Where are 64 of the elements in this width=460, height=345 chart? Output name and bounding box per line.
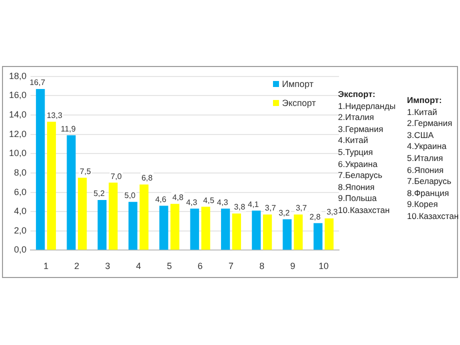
y-tick-label: 0,0 — [14, 244, 27, 255]
bar — [36, 88, 45, 250]
data-label: 13,3 — [46, 110, 63, 120]
x-tick-label: 3 — [105, 261, 110, 272]
y-tick-label: 16,0 — [8, 90, 27, 100]
bar — [159, 206, 168, 250]
data-label: 4,3 — [186, 198, 198, 207]
data-label: 2,8 — [309, 212, 322, 222]
y-tick-label: 4,0 — [14, 206, 27, 216]
bar — [128, 202, 138, 250]
data-label: 4,8 — [172, 193, 184, 202]
y-tick-label: 12,0 — [8, 128, 27, 139]
y-tick-label: 8,0 — [14, 167, 27, 178]
bar — [324, 218, 334, 250]
bar — [294, 214, 303, 250]
data-label: 11,9 — [60, 124, 76, 134]
data-label: 4,3 — [216, 198, 229, 207]
bar — [170, 204, 180, 250]
text: Экспорт: 1.Нидерланды 2.Италия 3.Германия 4.Китай 5.Турция 6.Украина 7.Беларусь 8.Япония 9.Польша 10.Казахстан — [338, 89, 396, 215]
bar — [47, 122, 56, 250]
y-tick-label: 2,0 — [14, 225, 27, 236]
bar — [98, 200, 107, 250]
x-tick-label: 6 — [198, 261, 203, 272]
x-tick-label: 2 — [74, 261, 80, 272]
x-tick-label: 1 — [43, 261, 48, 272]
x-tick-label: 5 — [166, 261, 172, 272]
y-tick-label: 14,0 — [8, 110, 27, 120]
data-label: 7,5 — [80, 166, 92, 176]
bar — [282, 219, 292, 250]
y-tick-label: 6,0 — [14, 186, 27, 197]
data-label: 4,5 — [203, 196, 215, 205]
data-label: 3,7 — [264, 204, 277, 213]
bar — [190, 208, 200, 250]
x-tick-label: 10 — [318, 261, 329, 272]
data-label: 3,8 — [234, 202, 246, 212]
bar — [108, 182, 118, 250]
bar — [201, 206, 210, 250]
data-label: 3,2 — [278, 208, 290, 218]
bar — [252, 210, 261, 250]
bar — [140, 184, 148, 250]
y-tick-label: 18,0 — [8, 70, 27, 81]
x-tick-label: 4 — [136, 261, 141, 272]
bar — [78, 178, 87, 250]
x-tick-label: 7 — [228, 261, 234, 272]
data-label: 3,3 — [326, 208, 338, 217]
data-label: 16,7 — [30, 78, 46, 88]
legend-label: Экспорт — [282, 98, 316, 108]
data-label: 7,0 — [110, 172, 122, 181]
legend-label: Импорт — [282, 79, 314, 89]
text: Импорт: 1.Китай 2.Германия 3.США 4.Украина 5.Италия 6.Япония 7.Беларусь 8.Франция 9.Корея 10.Казахстан — [407, 95, 459, 221]
bar — [221, 208, 230, 250]
data-label: 6,8 — [141, 174, 154, 183]
bar — [66, 135, 76, 250]
x-tick-label: 9 — [290, 261, 296, 272]
bar — [262, 214, 272, 250]
x-tick-label: 8 — [259, 261, 264, 272]
data-label: 5,0 — [124, 191, 136, 200]
data-label: 4,6 — [155, 194, 167, 204]
y-tick-label: 10,0 — [8, 148, 27, 158]
bar — [232, 214, 242, 250]
data-label: 4,1 — [248, 200, 260, 209]
data-label: 3,7 — [296, 204, 308, 213]
data-label: 5,2 — [94, 189, 106, 198]
bar — [314, 223, 322, 250]
